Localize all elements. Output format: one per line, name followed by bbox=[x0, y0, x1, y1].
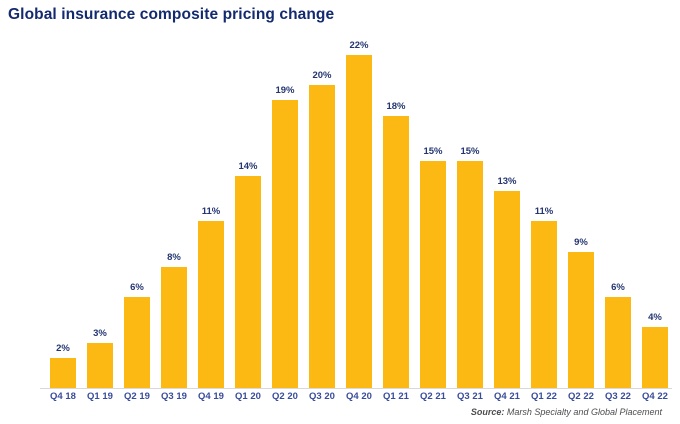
x-tick-label: Q2 19 bbox=[124, 391, 150, 402]
bar-value-label: 15% bbox=[423, 146, 443, 157]
bar-group: 14% bbox=[235, 161, 261, 388]
bar-value-label: 13% bbox=[497, 176, 517, 187]
x-tick-label: Q1 20 bbox=[235, 391, 261, 402]
x-tick-label: Q2 21 bbox=[420, 391, 446, 402]
bar-group: 8% bbox=[161, 252, 187, 388]
bar-group: 4% bbox=[642, 312, 668, 388]
bar bbox=[531, 221, 557, 388]
x-tick-label: Q3 21 bbox=[457, 391, 483, 402]
x-tick-label: Q4 21 bbox=[494, 391, 520, 402]
bar-value-label: 11% bbox=[534, 206, 554, 217]
bar-value-label: 3% bbox=[93, 328, 107, 339]
source-text: Marsh Specialty and Global Placement bbox=[504, 407, 662, 417]
bar-value-label: 2% bbox=[56, 343, 70, 354]
bar-group: 20% bbox=[309, 70, 335, 388]
bar bbox=[457, 161, 483, 388]
bar bbox=[642, 327, 668, 388]
x-tick-label: Q3 22 bbox=[605, 391, 631, 402]
bar-value-label: 6% bbox=[130, 282, 144, 293]
x-axis-labels: Q4 18 Q1 19 Q2 19 Q3 19 Q4 19 Q1 20 Q2 20 Q3 20… bbox=[50, 391, 668, 402]
bar bbox=[87, 343, 113, 388]
x-tick-label: Q4 20 bbox=[346, 391, 372, 402]
bar-value-label: 4% bbox=[648, 312, 662, 323]
bar-group: 18% bbox=[383, 101, 409, 388]
chart-title: Global insurance composite pricing chang… bbox=[8, 6, 335, 23]
bar-group: 15% bbox=[420, 146, 446, 388]
bar-value-label: 18% bbox=[386, 101, 406, 112]
x-axis-baseline bbox=[40, 388, 672, 389]
bar bbox=[568, 252, 594, 388]
bar-value-label: 14% bbox=[238, 161, 258, 172]
bar-group: 2% bbox=[50, 343, 76, 388]
bar-group: 19% bbox=[272, 85, 298, 388]
bar bbox=[272, 100, 298, 388]
bar-group: 11% bbox=[531, 206, 557, 388]
bar-group: 6% bbox=[605, 282, 631, 388]
bar-group: 15% bbox=[457, 146, 483, 388]
bar bbox=[346, 55, 372, 388]
x-tick-label: Q4 19 bbox=[198, 391, 224, 402]
bar-group: 11% bbox=[198, 206, 224, 388]
bar-group: 3% bbox=[87, 328, 113, 388]
bar-group: 9% bbox=[568, 237, 594, 388]
x-tick-label: Q1 22 bbox=[531, 391, 557, 402]
x-tick-label: Q1 19 bbox=[87, 391, 113, 402]
bar-group: 6% bbox=[124, 282, 150, 388]
bar bbox=[420, 161, 446, 388]
bar-value-label: 11% bbox=[201, 206, 221, 217]
x-tick-label: Q3 19 bbox=[161, 391, 187, 402]
bar-value-label: 15% bbox=[460, 146, 480, 157]
bar bbox=[50, 358, 76, 388]
x-tick-label: Q4 18 bbox=[50, 391, 76, 402]
bar bbox=[383, 116, 409, 388]
bar-value-label: 19% bbox=[275, 85, 295, 96]
bar-group: 13% bbox=[494, 176, 520, 388]
bar-value-label: 20% bbox=[312, 70, 332, 81]
bar-value-label: 22% bbox=[349, 40, 369, 51]
x-tick-label: Q3 20 bbox=[309, 391, 335, 402]
bar bbox=[235, 176, 261, 388]
x-tick-label: Q4 22 bbox=[642, 391, 668, 402]
source-note: Source: Marsh Specialty and Global Place… bbox=[471, 407, 662, 417]
x-tick-label: Q1 21 bbox=[383, 391, 409, 402]
x-tick-label: Q2 22 bbox=[568, 391, 594, 402]
bar-group: 22% bbox=[346, 40, 372, 388]
source-label: Source: bbox=[470, 407, 505, 417]
bar bbox=[309, 85, 335, 388]
bar-value-label: 9% bbox=[574, 237, 588, 248]
bar bbox=[494, 191, 520, 388]
bars-container: 2% 3% 6% 8% 11% 14% 19% 20% 22% 18% 15% 15% 13% 11% 9%… bbox=[50, 36, 668, 388]
x-tick-label: Q2 20 bbox=[272, 391, 298, 402]
bar bbox=[605, 297, 631, 388]
bar-value-label: 6% bbox=[611, 282, 625, 293]
bar bbox=[124, 297, 150, 388]
bar-value-label: 8% bbox=[167, 252, 181, 263]
bar bbox=[198, 221, 224, 388]
bar bbox=[161, 267, 187, 388]
